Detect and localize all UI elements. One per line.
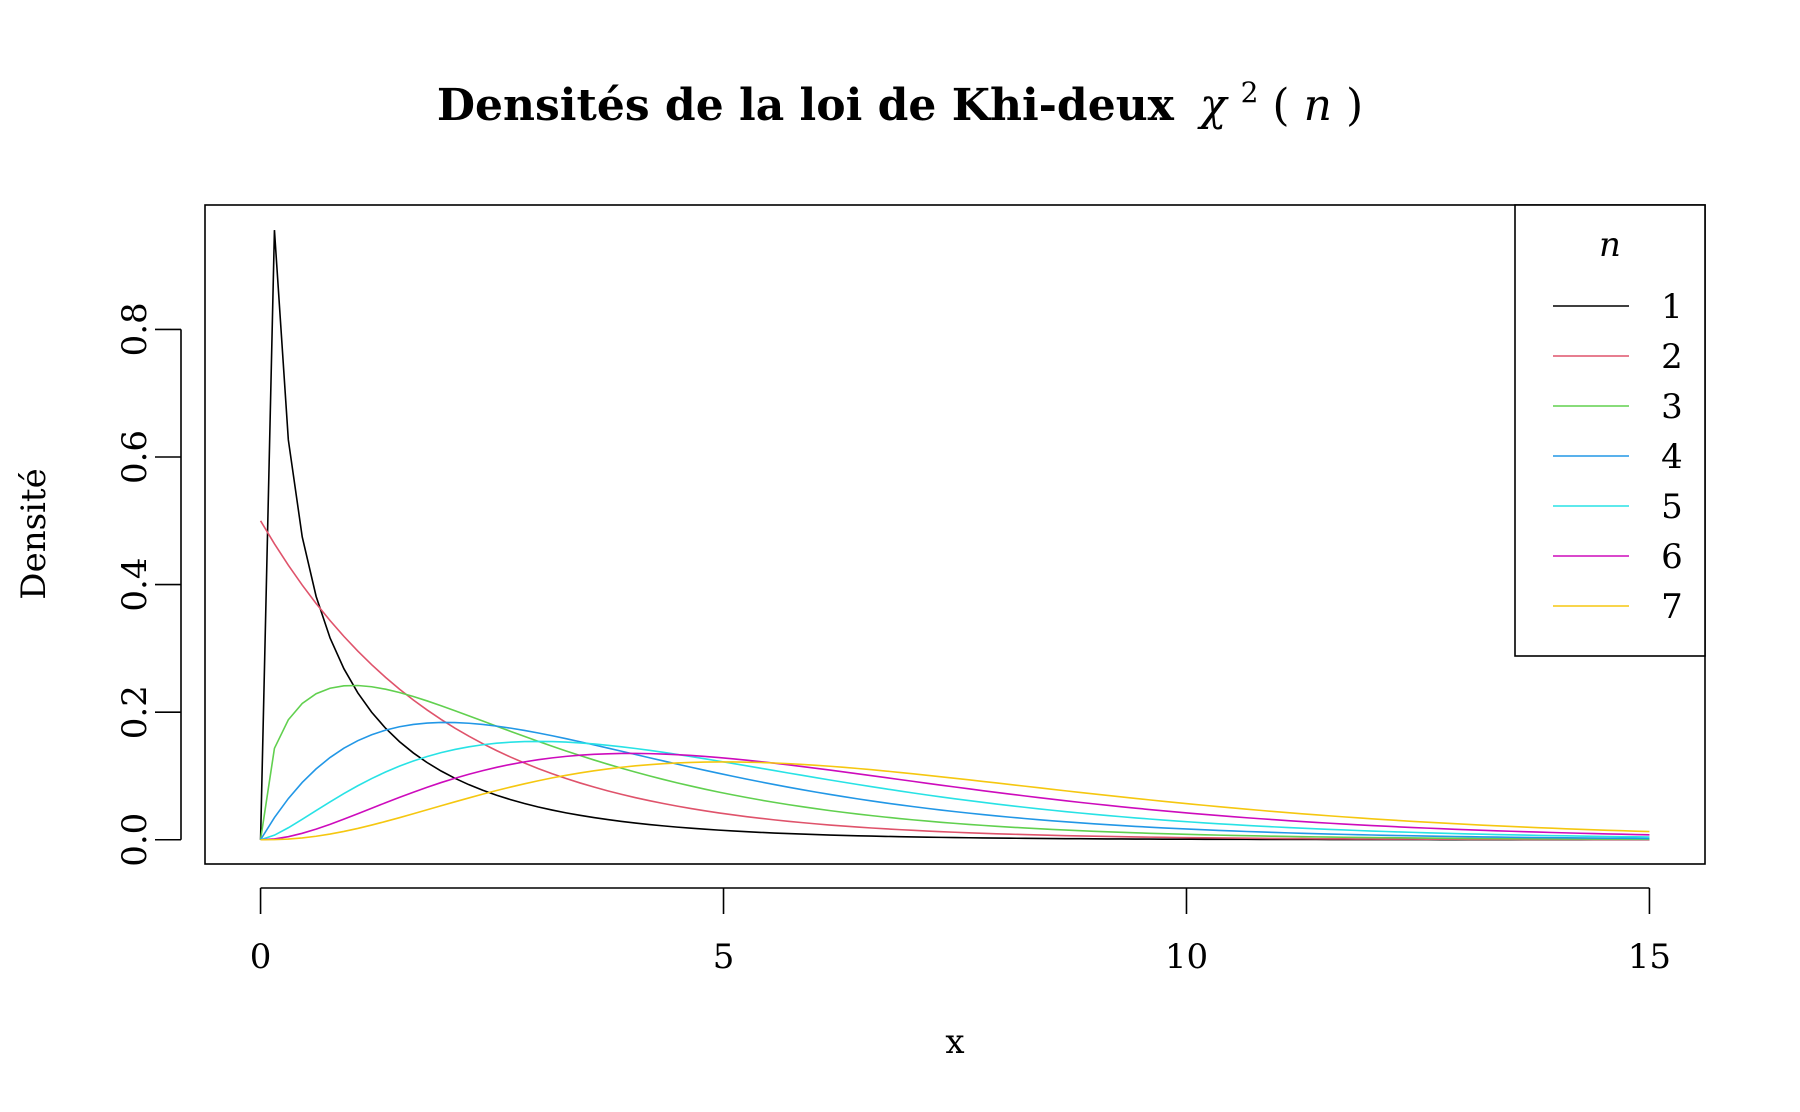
series-line-2 xyxy=(259,520,1650,841)
x-axis: 0 5 10 15 xyxy=(250,887,1671,977)
legend-label-6: 6 xyxy=(1661,537,1683,577)
y-tick-label: 0.0 xyxy=(115,813,155,867)
legend-label-3: 3 xyxy=(1661,387,1683,427)
legend-label-1: 1 xyxy=(1661,287,1683,327)
series-line-4 xyxy=(259,721,1650,841)
x-tick-label: 10 xyxy=(1165,937,1208,977)
series-line-3 xyxy=(259,684,1650,841)
chart-title-paren-close: ) xyxy=(1346,80,1363,131)
x-axis-label: x xyxy=(945,1022,964,1062)
x-tick-label: 0 xyxy=(250,937,272,977)
series-line-1 xyxy=(259,230,1650,841)
legend-label-2: 2 xyxy=(1661,337,1683,377)
legend-title: n xyxy=(1599,225,1621,265)
series-line-7 xyxy=(260,761,1650,841)
legend-label-4: 4 xyxy=(1661,437,1683,477)
legend-label-7: 7 xyxy=(1661,587,1683,627)
legend-label-5: 5 xyxy=(1661,487,1683,527)
x-tick-label: 5 xyxy=(713,937,735,977)
series-line-5 xyxy=(260,740,1650,841)
chart-title-n: n xyxy=(1304,80,1332,131)
chart-title-paren-open: ( xyxy=(1272,80,1289,131)
chart-title-main: Densités de la loi de Khi-deux xyxy=(437,80,1175,131)
y-tick-label: 0.4 xyxy=(115,558,155,612)
series-line-6 xyxy=(260,752,1650,841)
x-tick-label: 15 xyxy=(1628,937,1671,977)
chart-title: Densités de la loi de Khi-deux χ 2 ( n ) xyxy=(437,62,1363,131)
legend: n 1 2 3 4 5 6 7 xyxy=(1514,204,1706,657)
y-tick-label: 0.6 xyxy=(115,430,155,484)
chart-title-exponent: 2 xyxy=(1241,76,1259,109)
series-layer xyxy=(259,230,1650,841)
chart-title-chi: χ xyxy=(1197,80,1229,131)
y-tick-label: 0.2 xyxy=(115,685,155,739)
legend-box xyxy=(1514,204,1706,657)
y-tick-label: 0.8 xyxy=(115,302,155,356)
y-axis-label: Densité xyxy=(14,468,54,599)
y-axis: 0.0 0.2 0.4 0.6 0.8 xyxy=(115,302,182,867)
